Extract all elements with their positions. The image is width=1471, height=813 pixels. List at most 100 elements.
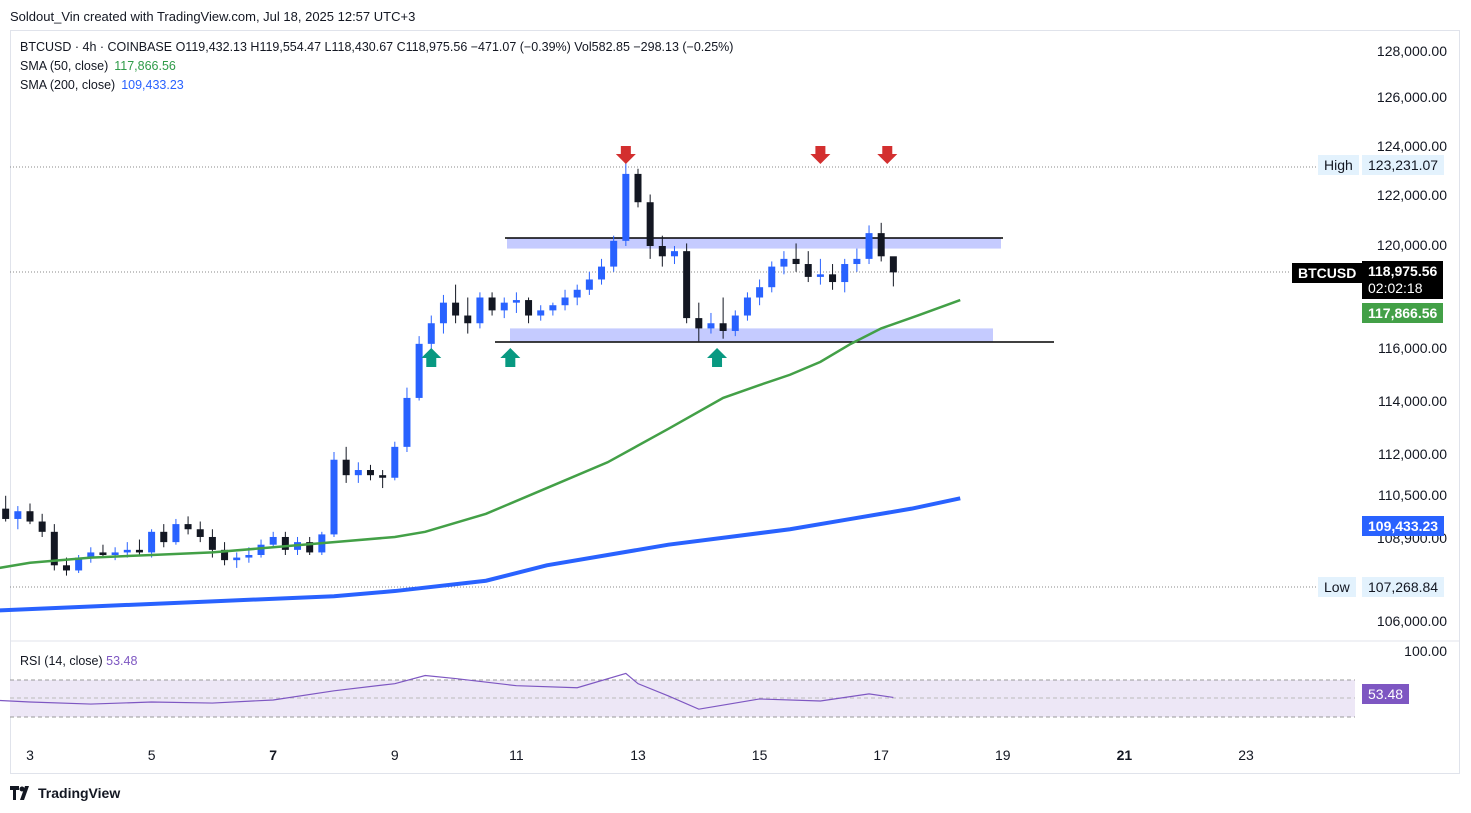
price-tick-label: 120,000.00 (1376, 237, 1447, 253)
last-price-tag: 118,975.56 02:02:18 (1362, 261, 1444, 299)
time-tick-label: 17 (873, 747, 889, 763)
candle-body (792, 258, 800, 265)
candle-body (427, 323, 435, 344)
price-tick-label: 122,000.00 (1376, 187, 1447, 203)
candle-body (768, 266, 776, 288)
candle-body (841, 264, 849, 283)
countdown: 02:02:18 (1368, 280, 1423, 296)
candle-body (731, 315, 739, 331)
rsi-label: RSI (14, close) (20, 654, 103, 668)
candle-body (160, 531, 168, 543)
candle-body (658, 246, 666, 257)
candle-body (829, 274, 837, 283)
candle-body (99, 552, 107, 555)
chart-frame (10, 30, 1460, 774)
candle-body (512, 300, 520, 303)
candle-body (756, 287, 764, 298)
price-tick-label: 124,000.00 (1376, 138, 1447, 154)
price-tick-label: 110,500.00 (1377, 487, 1447, 503)
time-tick-label: 7 (269, 747, 278, 763)
candle-body (208, 536, 216, 550)
candle-body (148, 531, 156, 553)
sma200-legend[interactable]: SMA (200, close) 109,433.23 (20, 78, 190, 92)
chart-header: Soldout_Vin created with TradingView.com… (10, 9, 416, 24)
down-arrow-icon (615, 146, 636, 164)
candle-body (184, 524, 192, 530)
time-tick-label: 11 (509, 747, 524, 763)
candle-body (403, 397, 411, 447)
up-arrow-icon (500, 348, 521, 367)
ohlc-legend: BTCUSD · 4h · COINBASE O119,432.13 H119,… (20, 40, 734, 54)
candle-body (464, 315, 472, 324)
candle-body (75, 557, 83, 571)
high-value-tag: 123,231.07 (1362, 155, 1445, 175)
candle-body (38, 521, 46, 532)
sma200-line (0, 496, 961, 613)
time-tick-label: 3 (26, 747, 34, 763)
time-tick-label: 21 (1116, 747, 1133, 763)
high-value: 123,231.07 (1368, 157, 1439, 173)
candle-body (391, 446, 399, 478)
candle-body (889, 256, 897, 273)
low-value: 107,268.84 (1368, 579, 1439, 595)
time-tick-label: 5 (147, 747, 156, 763)
low-label: Low (1324, 579, 1350, 595)
sma200-tag: 109,433.23 (1362, 516, 1445, 536)
candle-body (123, 549, 131, 553)
down-arrow-icon (877, 146, 898, 164)
resistance-zone (507, 238, 1001, 249)
candle-body (306, 542, 314, 553)
candle-body (488, 297, 496, 311)
candle-body (87, 552, 95, 558)
candle-body (804, 264, 812, 277)
sma200-value: 109,433.23 (121, 78, 184, 92)
candle-body (585, 279, 593, 290)
brand-name: TradingView (38, 785, 121, 801)
candle-body (707, 323, 715, 329)
sma50-tag: 117,866.56 (1362, 303, 1444, 323)
candle-body (853, 258, 861, 265)
rsi-tag: 53.48 (1362, 684, 1410, 704)
candle-body (695, 318, 703, 329)
rsi-value: 53.48 (106, 654, 138, 668)
rsi-line (0, 672, 894, 710)
candle-body (2, 508, 10, 519)
candle-body (415, 343, 423, 398)
candle-body (379, 475, 387, 478)
candle-body (233, 557, 241, 561)
time-tick-label: 13 (630, 747, 646, 763)
down-arrow-icon (810, 146, 831, 164)
sma50-legend[interactable]: SMA (50, close) 117,866.56 (20, 59, 182, 73)
candle-body (865, 233, 873, 259)
candle-body (719, 323, 727, 331)
candle-body (281, 536, 289, 550)
candle-body (780, 258, 788, 267)
time-tick-label: 9 (390, 747, 399, 763)
rsi-axis-label: 100.00 (1404, 643, 1447, 659)
candle-body (476, 297, 484, 324)
candle-body (634, 173, 642, 203)
candle-body (14, 511, 22, 519)
high-tag: High (1318, 155, 1359, 175)
candle-body (50, 531, 58, 566)
candle-body (111, 552, 119, 555)
up-arrow-icon (421, 348, 442, 367)
price-tick-label: 112,000.00 (1377, 446, 1447, 462)
up-arrow-icon (707, 348, 728, 367)
tradingview-brand[interactable]: TradingView (10, 785, 120, 801)
candle-body (354, 470, 362, 476)
candle-body (549, 305, 557, 311)
time-tick-label: 19 (995, 747, 1011, 763)
price-tick-label: 128,000.00 (1376, 43, 1447, 59)
sma50-label: SMA (50, close) (20, 59, 109, 73)
candle-body (537, 310, 545, 316)
candle-body (135, 549, 143, 553)
low-tag: Low (1318, 577, 1356, 597)
time-tick-label: 23 (1238, 747, 1254, 763)
candle-body (598, 266, 606, 280)
sma50-value: 117,866.56 (114, 59, 176, 73)
rsi-legend[interactable]: RSI (14, close) 53.48 (20, 654, 137, 668)
candle-body (26, 511, 34, 522)
last-price-value: 118,975.56 (1368, 263, 1438, 279)
